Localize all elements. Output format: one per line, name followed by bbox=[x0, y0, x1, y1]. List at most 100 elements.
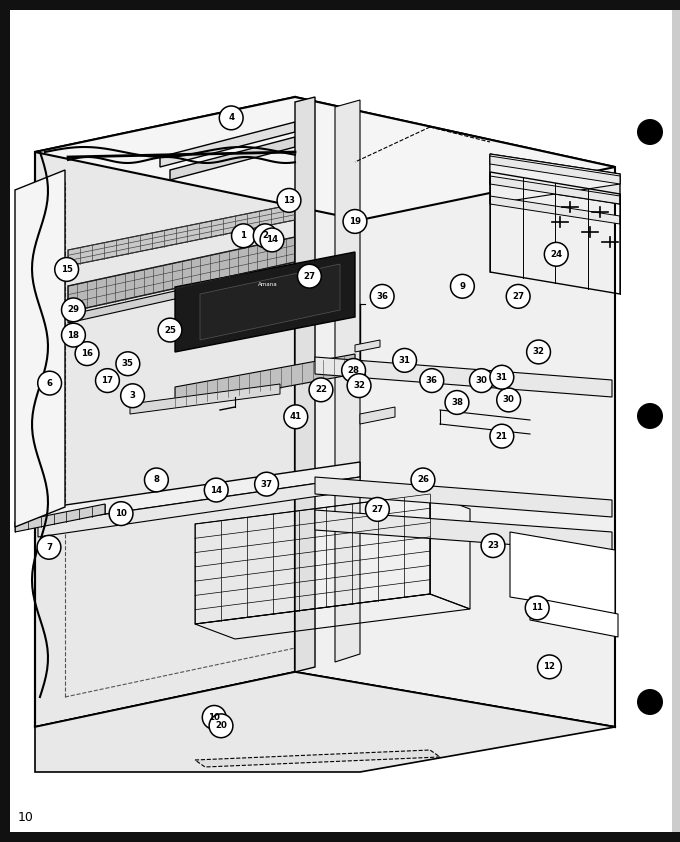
Circle shape bbox=[538, 655, 562, 679]
Text: 3: 3 bbox=[130, 392, 135, 400]
Circle shape bbox=[54, 258, 79, 281]
Circle shape bbox=[309, 378, 333, 402]
Circle shape bbox=[506, 285, 530, 308]
Text: 7: 7 bbox=[46, 543, 52, 552]
Circle shape bbox=[37, 371, 61, 395]
Polygon shape bbox=[175, 354, 355, 407]
Text: 10: 10 bbox=[115, 509, 127, 518]
Circle shape bbox=[342, 359, 366, 382]
Polygon shape bbox=[490, 156, 620, 184]
Circle shape bbox=[637, 689, 663, 715]
Text: 6: 6 bbox=[47, 379, 52, 387]
Circle shape bbox=[637, 403, 663, 429]
Circle shape bbox=[204, 478, 228, 502]
Text: 11: 11 bbox=[531, 604, 543, 612]
Circle shape bbox=[490, 365, 514, 389]
Polygon shape bbox=[170, 137, 295, 180]
Polygon shape bbox=[175, 252, 355, 352]
Circle shape bbox=[393, 349, 416, 372]
Circle shape bbox=[527, 340, 551, 364]
Circle shape bbox=[219, 106, 243, 130]
Bar bbox=[0, 0, 10, 842]
Circle shape bbox=[61, 298, 86, 322]
Polygon shape bbox=[35, 672, 615, 772]
Text: 32: 32 bbox=[353, 381, 365, 390]
Polygon shape bbox=[35, 97, 615, 220]
Text: 4: 4 bbox=[228, 114, 235, 122]
Circle shape bbox=[61, 323, 86, 347]
Polygon shape bbox=[360, 407, 395, 424]
Polygon shape bbox=[68, 204, 295, 266]
Circle shape bbox=[481, 534, 505, 557]
Text: 27: 27 bbox=[303, 272, 316, 280]
Text: 38: 38 bbox=[451, 398, 463, 407]
Circle shape bbox=[37, 536, 61, 559]
Text: 30: 30 bbox=[475, 376, 488, 385]
Text: 16: 16 bbox=[81, 349, 93, 358]
Text: 25: 25 bbox=[164, 326, 176, 334]
Text: 29: 29 bbox=[67, 306, 80, 314]
Text: 18: 18 bbox=[67, 331, 80, 339]
Text: 31: 31 bbox=[496, 373, 508, 381]
Polygon shape bbox=[38, 462, 360, 524]
Text: 19: 19 bbox=[349, 217, 361, 226]
Text: 14: 14 bbox=[266, 236, 278, 244]
Polygon shape bbox=[295, 97, 315, 672]
Text: 15: 15 bbox=[61, 265, 73, 274]
Polygon shape bbox=[15, 504, 105, 532]
Polygon shape bbox=[490, 154, 620, 204]
Circle shape bbox=[253, 224, 277, 248]
Text: 9: 9 bbox=[460, 282, 465, 290]
Circle shape bbox=[203, 706, 226, 729]
Circle shape bbox=[231, 224, 256, 248]
Polygon shape bbox=[335, 100, 360, 662]
Text: 22: 22 bbox=[315, 386, 327, 394]
Polygon shape bbox=[295, 97, 615, 727]
Polygon shape bbox=[15, 170, 65, 527]
Polygon shape bbox=[130, 384, 280, 414]
Polygon shape bbox=[315, 477, 612, 517]
Circle shape bbox=[95, 369, 120, 392]
Text: 21: 21 bbox=[496, 432, 508, 440]
Text: 36: 36 bbox=[376, 292, 388, 301]
Polygon shape bbox=[160, 122, 295, 167]
Text: 12: 12 bbox=[543, 663, 556, 671]
Polygon shape bbox=[68, 264, 295, 323]
Circle shape bbox=[298, 264, 322, 288]
Circle shape bbox=[637, 119, 663, 145]
Text: 27: 27 bbox=[512, 292, 524, 301]
Text: 23: 23 bbox=[487, 541, 499, 550]
Text: 2: 2 bbox=[262, 232, 268, 240]
Circle shape bbox=[366, 498, 389, 521]
Polygon shape bbox=[355, 340, 380, 352]
Text: 10: 10 bbox=[208, 713, 220, 722]
Circle shape bbox=[371, 285, 394, 308]
Text: 24: 24 bbox=[550, 250, 562, 258]
Polygon shape bbox=[490, 176, 620, 204]
Circle shape bbox=[158, 318, 182, 342]
Text: Amana: Amana bbox=[258, 281, 278, 286]
Bar bbox=[0, 832, 680, 842]
Bar bbox=[0, 0, 680, 10]
Circle shape bbox=[144, 468, 169, 492]
Circle shape bbox=[544, 242, 568, 266]
Circle shape bbox=[284, 405, 307, 429]
Text: 17: 17 bbox=[101, 376, 114, 385]
Circle shape bbox=[445, 391, 469, 414]
Text: 13: 13 bbox=[283, 196, 295, 205]
Text: 32: 32 bbox=[532, 348, 545, 356]
Text: 26: 26 bbox=[417, 476, 429, 484]
Circle shape bbox=[526, 596, 549, 620]
Circle shape bbox=[343, 210, 367, 233]
Text: 20: 20 bbox=[215, 722, 227, 730]
Circle shape bbox=[254, 472, 279, 496]
Polygon shape bbox=[490, 154, 620, 204]
Text: 37: 37 bbox=[260, 480, 273, 488]
Text: 10: 10 bbox=[18, 811, 34, 824]
Text: 36: 36 bbox=[426, 376, 438, 385]
Text: 1: 1 bbox=[241, 232, 246, 240]
Polygon shape bbox=[200, 264, 340, 340]
Text: 31: 31 bbox=[398, 356, 411, 365]
Text: 30: 30 bbox=[503, 396, 515, 404]
Polygon shape bbox=[315, 510, 612, 552]
